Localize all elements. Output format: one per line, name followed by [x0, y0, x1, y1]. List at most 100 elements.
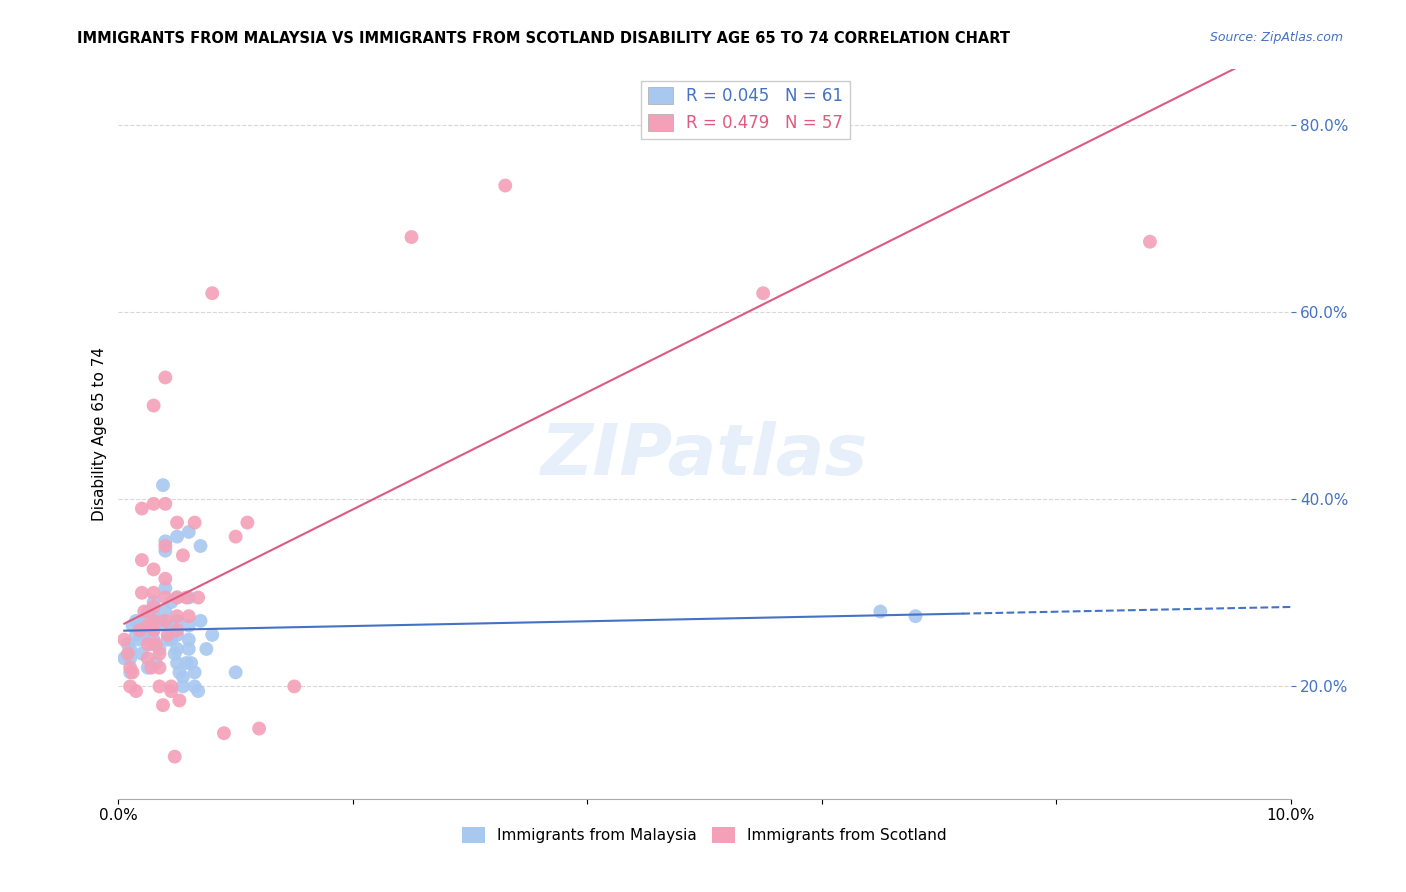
- Point: [125, 628, 148, 642]
- Point: [136, 628, 159, 642]
- Point: [166, 591, 188, 605]
- Point: [121, 618, 143, 632]
- Point: [180, 656, 202, 670]
- Point: [112, 651, 135, 665]
- Point: [201, 286, 224, 301]
- Point: [136, 661, 159, 675]
- Point: [166, 530, 188, 544]
- Point: [142, 497, 165, 511]
- Point: [142, 632, 165, 647]
- Point: [117, 647, 139, 661]
- Point: [155, 543, 177, 558]
- Point: [155, 497, 177, 511]
- Point: [142, 599, 165, 614]
- Y-axis label: Disability Age 65 to 74: Disability Age 65 to 74: [93, 347, 107, 521]
- Point: [131, 553, 153, 567]
- Point: [1139, 235, 1161, 249]
- Point: [134, 614, 156, 628]
- Point: [752, 286, 775, 301]
- Point: [155, 614, 177, 628]
- Point: [160, 618, 183, 632]
- Point: [142, 399, 165, 413]
- Point: [131, 624, 153, 638]
- Point: [160, 684, 183, 698]
- Point: [190, 539, 212, 553]
- Text: Source: ZipAtlas.com: Source: ZipAtlas.com: [1209, 31, 1343, 45]
- Point: [142, 595, 165, 609]
- Point: [155, 591, 177, 605]
- Point: [166, 628, 188, 642]
- Point: [145, 656, 167, 670]
- Point: [190, 614, 212, 628]
- Point: [177, 591, 200, 605]
- Point: [142, 624, 165, 638]
- Point: [120, 680, 142, 694]
- Point: [176, 656, 198, 670]
- Point: [166, 642, 188, 657]
- Point: [117, 637, 139, 651]
- Point: [183, 516, 205, 530]
- Point: [183, 680, 205, 694]
- Point: [148, 680, 170, 694]
- Point: [156, 628, 179, 642]
- Point: [155, 370, 177, 384]
- Point: [145, 637, 167, 651]
- Point: [148, 614, 170, 628]
- Point: [195, 642, 218, 657]
- Point: [148, 647, 170, 661]
- Point: [121, 665, 143, 680]
- Point: [136, 618, 159, 632]
- Point: [155, 618, 177, 632]
- Point: [166, 614, 188, 628]
- Point: [177, 618, 200, 632]
- Point: [177, 642, 200, 657]
- Point: [160, 595, 183, 609]
- Point: [142, 624, 165, 638]
- Point: [166, 656, 188, 670]
- Point: [136, 624, 159, 638]
- Point: [869, 605, 891, 619]
- Point: [131, 586, 153, 600]
- Point: [166, 591, 188, 605]
- Point: [155, 539, 177, 553]
- Point: [166, 516, 188, 530]
- Point: [155, 605, 177, 619]
- Point: [152, 698, 174, 713]
- Point: [155, 534, 177, 549]
- Point: [187, 684, 209, 698]
- Point: [155, 572, 177, 586]
- Point: [401, 230, 423, 244]
- Point: [136, 637, 159, 651]
- Point: [177, 609, 200, 624]
- Point: [152, 478, 174, 492]
- Point: [134, 605, 156, 619]
- Point: [904, 609, 927, 624]
- Point: [142, 609, 165, 624]
- Point: [225, 530, 247, 544]
- Point: [169, 665, 191, 680]
- Point: [247, 722, 270, 736]
- Point: [125, 684, 148, 698]
- Point: [283, 680, 305, 694]
- Point: [120, 665, 142, 680]
- Point: [131, 647, 153, 661]
- Point: [176, 591, 198, 605]
- Point: [120, 661, 142, 675]
- Point: [172, 549, 194, 563]
- Point: [187, 591, 209, 605]
- Point: [125, 614, 148, 628]
- Point: [148, 642, 170, 657]
- Legend: R = 0.045   N = 61, R = 0.479   N = 57: R = 0.045 N = 61, R = 0.479 N = 57: [641, 80, 849, 138]
- Point: [183, 665, 205, 680]
- Point: [141, 637, 163, 651]
- Point: [136, 605, 159, 619]
- Point: [155, 581, 177, 595]
- Point: [225, 665, 247, 680]
- Point: [141, 661, 163, 675]
- Point: [148, 661, 170, 675]
- Point: [212, 726, 235, 740]
- Text: IMMIGRANTS FROM MALAYSIA VS IMMIGRANTS FROM SCOTLAND DISABILITY AGE 65 TO 74 COR: IMMIGRANTS FROM MALAYSIA VS IMMIGRANTS F…: [77, 31, 1011, 46]
- Point: [166, 624, 188, 638]
- Point: [142, 562, 165, 576]
- Point: [172, 680, 194, 694]
